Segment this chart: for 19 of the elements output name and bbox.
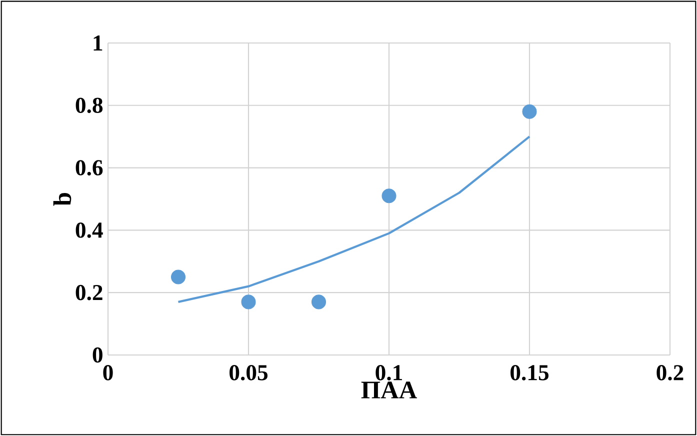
point <box>311 294 326 310</box>
y-tick-label: 0.8 <box>76 98 103 114</box>
point <box>382 188 396 204</box>
y-tick-label: 0 <box>92 347 102 363</box>
x-tick-label: 0.05 <box>230 365 268 380</box>
point <box>522 104 537 119</box>
line-series <box>177 136 531 304</box>
x-tick-label: 0.1 <box>376 365 402 380</box>
y-tick-label: 0.4 <box>76 222 103 238</box>
y-tick-label: 0.2 <box>76 284 102 300</box>
x-tick-label: 0.15 <box>510 365 548 380</box>
y-axis-title: b <box>53 192 72 206</box>
x-axis-title: ПАА <box>361 382 417 398</box>
y-tick-label: 1 <box>94 36 102 50</box>
x-tick-label: 0.2 <box>656 365 684 380</box>
point <box>170 270 186 284</box>
y-tick-label: 0.6 <box>76 160 103 176</box>
x-tick-label: 0 <box>103 365 113 380</box>
point <box>241 294 256 310</box>
